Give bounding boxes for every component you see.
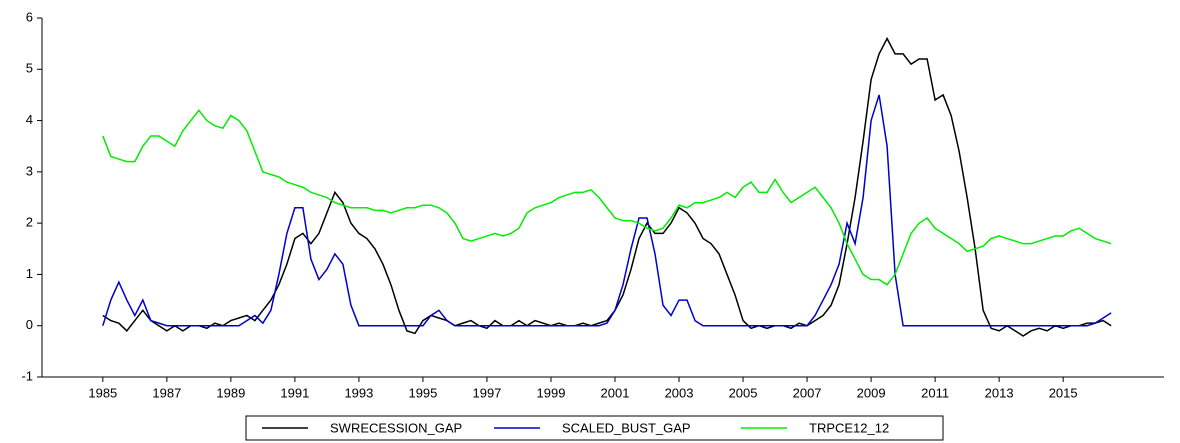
- y-tick-label: 4: [26, 112, 33, 127]
- y-tick-label: 6: [26, 9, 33, 24]
- x-tick-label: 1995: [408, 385, 437, 400]
- legend-label: TRPCE12_12: [809, 420, 889, 435]
- x-tick-label: 1997: [472, 385, 501, 400]
- x-tick-label: 1989: [216, 385, 245, 400]
- y-tick-label: 1: [26, 266, 33, 281]
- x-tick-label: 1999: [537, 385, 566, 400]
- x-tick-label: 1991: [280, 385, 309, 400]
- y-tick-label: 5: [26, 61, 33, 76]
- x-tick-label: 2003: [665, 385, 694, 400]
- y-tick-label: 0: [26, 317, 33, 332]
- legend-label: SCALED_BUST_GAP: [562, 420, 691, 435]
- legend-box: [245, 415, 944, 441]
- y-tick-label: 2: [26, 215, 33, 230]
- x-tick-label: 2009: [857, 385, 886, 400]
- x-tick-label: 1993: [344, 385, 373, 400]
- x-tick-label: 2007: [793, 385, 822, 400]
- y-tick-label: 3: [26, 163, 33, 178]
- series-line: [102, 36, 1112, 337]
- series-line: [102, 109, 1112, 286]
- x-tick-label: 2011: [921, 385, 949, 400]
- legend-label: SWRECESSION_GAP: [330, 420, 462, 435]
- series-line: [102, 94, 1112, 327]
- x-tick-label: 2015: [1049, 385, 1078, 400]
- x-tick-label: 2001: [601, 385, 630, 400]
- x-tick-label: 1985: [88, 385, 117, 400]
- x-tick-label: 1987: [152, 385, 181, 400]
- x-tick-label: 2005: [729, 385, 758, 400]
- x-tick-label: 2013: [985, 385, 1014, 400]
- y-tick-label: -1: [21, 368, 33, 383]
